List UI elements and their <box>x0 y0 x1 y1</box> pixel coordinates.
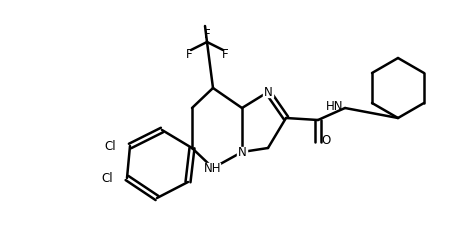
Text: F: F <box>186 48 192 60</box>
Bar <box>237 147 247 157</box>
Text: Cl: Cl <box>104 139 116 153</box>
Bar <box>110 173 120 183</box>
Text: N: N <box>263 85 272 99</box>
Bar <box>263 87 273 97</box>
Text: O: O <box>322 134 330 147</box>
Text: N: N <box>238 145 246 159</box>
Bar <box>113 141 123 151</box>
Text: HN: HN <box>326 99 343 113</box>
Text: F: F <box>222 48 228 60</box>
Text: NH: NH <box>204 162 222 174</box>
Text: Cl: Cl <box>102 172 113 184</box>
Text: F: F <box>204 28 210 40</box>
Bar <box>206 163 220 173</box>
